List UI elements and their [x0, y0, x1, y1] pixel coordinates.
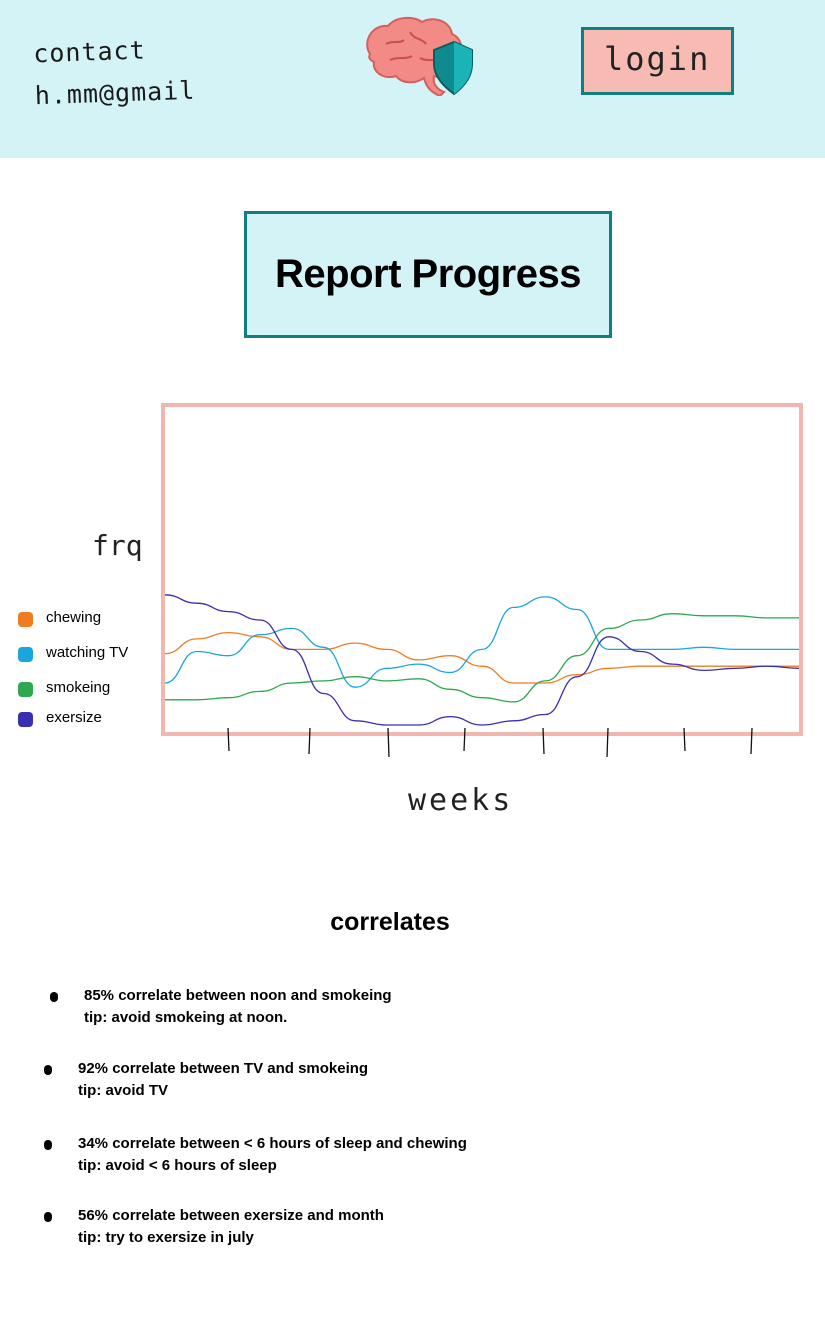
page-title: Report Progress [275, 252, 581, 296]
contact-label: contact [32, 35, 147, 69]
legend-label: watching TV [46, 644, 129, 661]
x-tick [227, 727, 230, 752]
series-line-exersize [164, 594, 800, 726]
series-line-smokeing [165, 613, 799, 703]
login-button[interactable]: login [581, 27, 734, 95]
contact-info: contact h.mm@gmail [33, 27, 226, 118]
insight-stat: 85% correlate between noon and smokeing [84, 987, 392, 1004]
insight-tip: tip: avoid smokeing at noon. [84, 1009, 288, 1026]
x-tick [463, 727, 466, 752]
x-axis-label: weeks [408, 783, 513, 818]
x-tick [542, 727, 545, 755]
insight-tip: tip: avoid < 6 hours of sleep [78, 1157, 277, 1174]
chart-frame [161, 403, 803, 736]
insight-stat: 92% correlate between TV and smokeing [78, 1060, 369, 1077]
contact-email[interactable]: h.mm@gmail [34, 75, 196, 111]
x-tick [387, 727, 390, 758]
progress-chart: frq weeks [92, 403, 803, 818]
insight-tip: tip: try to exersize in july [78, 1229, 254, 1246]
legend-label: chewing [46, 609, 102, 626]
legend-label: exersize [46, 709, 102, 726]
insight-stat: 56% correlate between exersize and month [78, 1207, 384, 1224]
x-tick [683, 727, 686, 752]
series-line-watching-tv [164, 596, 799, 688]
insight-item: 56% correlate between exersize and month… [44, 1205, 384, 1249]
series-group [164, 594, 800, 726]
legend-swatch-exersize [18, 712, 33, 727]
insight-item: 85% correlate between noon and smokeing … [50, 985, 392, 1029]
insight-item: 92% correlate between TV and smokeing ti… [44, 1058, 369, 1102]
series-line-chewing [164, 631, 799, 684]
insight-tip: tip: avoid TV [78, 1082, 168, 1099]
x-tick [750, 727, 753, 755]
y-axis-label: frq [92, 529, 143, 562]
bullet-icon [44, 1065, 52, 1075]
bullet-icon [44, 1140, 52, 1150]
bullet-icon [44, 1212, 52, 1222]
insight-stat: 34% correlate between < 6 hours of sleep… [78, 1135, 467, 1152]
page-title-box: Report Progress [244, 211, 612, 338]
legend-label: smokeing [46, 679, 111, 696]
legend-swatch-chewing [18, 612, 33, 627]
header: contact h.mm@gmail login [0, 0, 825, 158]
legend-swatch-watching-tv [18, 647, 33, 662]
x-ticks [227, 727, 753, 758]
legend-swatch-smokeing [18, 682, 33, 697]
brain-shield-logo-icon [366, 16, 473, 96]
bullet-icon [50, 992, 58, 1002]
correlates-title: correlates [330, 908, 450, 936]
login-label: login [604, 40, 711, 78]
insight-item: 34% correlate between < 6 hours of sleep… [44, 1133, 467, 1177]
x-tick [606, 727, 609, 758]
x-tick [308, 727, 311, 755]
